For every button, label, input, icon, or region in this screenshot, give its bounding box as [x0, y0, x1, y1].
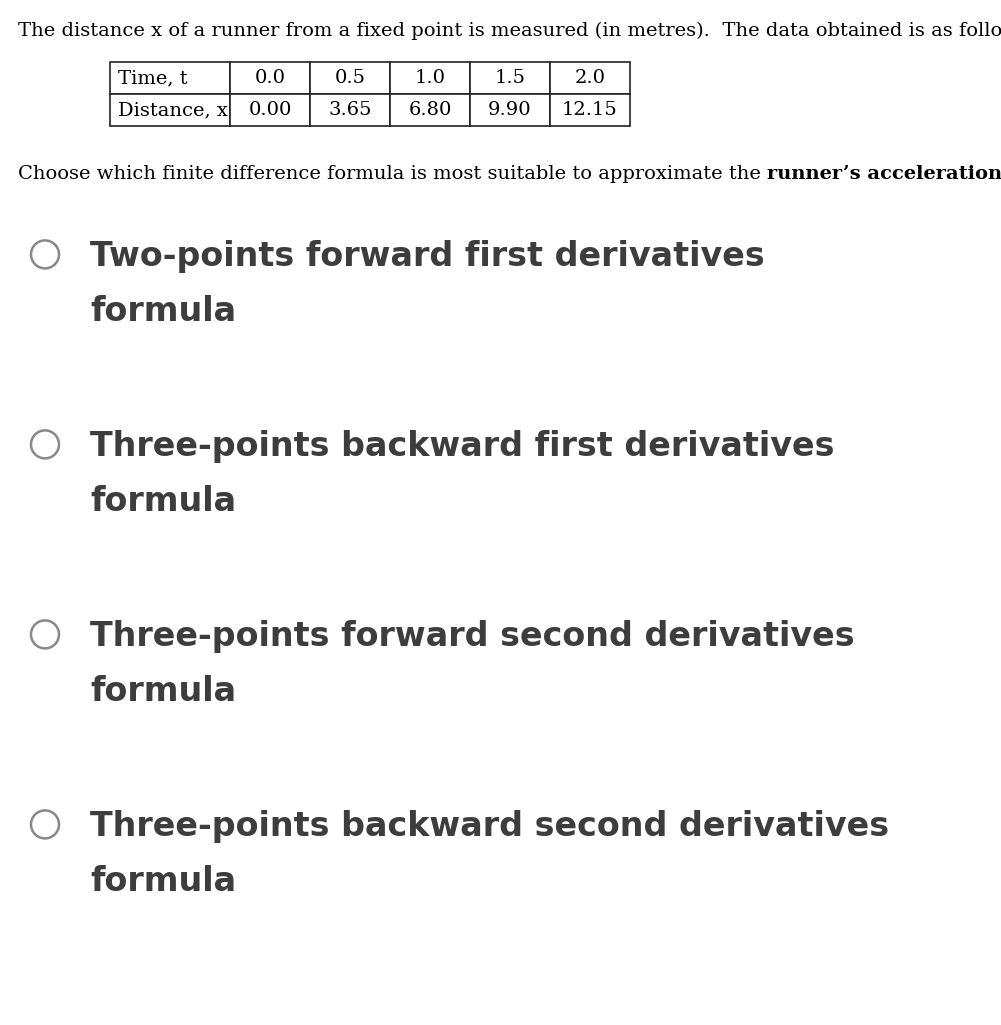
Text: 0.0: 0.0: [254, 69, 285, 87]
Bar: [230, 94, 310, 126]
Bar: [230, 62, 310, 94]
Circle shape: [31, 811, 59, 838]
Text: Choose which finite difference formula is most suitable to approximate the: Choose which finite difference formula i…: [18, 165, 767, 183]
Bar: [550, 62, 630, 94]
Bar: [550, 94, 630, 126]
Text: The distance x of a runner from a fixed point is measured (in metres).  The data: The distance x of a runner from a fixed …: [18, 22, 1001, 40]
Text: 0.00: 0.00: [248, 101, 291, 119]
Text: formula: formula: [90, 675, 236, 708]
Bar: [470, 62, 550, 94]
Text: 2.0: 2.0: [575, 69, 606, 87]
Text: 0.5: 0.5: [334, 69, 365, 87]
Circle shape: [31, 430, 59, 458]
Bar: [390, 62, 470, 94]
Bar: [390, 94, 470, 126]
Text: 1.0: 1.0: [414, 69, 445, 87]
Text: Two-points forward first derivatives: Two-points forward first derivatives: [90, 240, 765, 273]
Text: Three-points forward second derivatives: Three-points forward second derivatives: [90, 620, 855, 653]
Text: Distance, x: Distance, x: [118, 101, 228, 119]
Bar: [310, 94, 390, 126]
Text: 9.90: 9.90: [488, 101, 532, 119]
Circle shape: [31, 620, 59, 649]
Text: Three-points backward second derivatives: Three-points backward second derivatives: [90, 810, 889, 843]
Text: formula: formula: [90, 485, 236, 518]
Text: Time, t: Time, t: [118, 69, 187, 87]
Text: Three-points backward first derivatives: Three-points backward first derivatives: [90, 430, 835, 463]
Text: formula: formula: [90, 295, 236, 328]
Bar: [110, 62, 230, 94]
Text: 3.65: 3.65: [328, 101, 371, 119]
Text: 12.15: 12.15: [563, 101, 618, 119]
Text: 6.80: 6.80: [408, 101, 451, 119]
Bar: [110, 94, 230, 126]
Circle shape: [31, 241, 59, 269]
Bar: [470, 94, 550, 126]
Bar: [310, 62, 390, 94]
Text: runner’s acceleration: runner’s acceleration: [767, 165, 1001, 183]
Text: 1.5: 1.5: [494, 69, 526, 87]
Text: formula: formula: [90, 865, 236, 898]
